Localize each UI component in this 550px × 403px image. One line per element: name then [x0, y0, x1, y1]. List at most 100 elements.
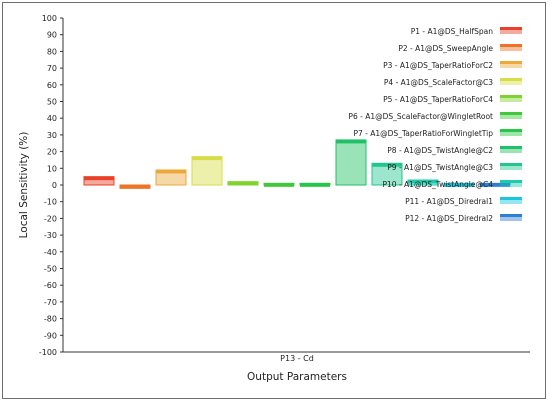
legend-swatch-cap [500, 27, 522, 30]
legend-swatch-cap [500, 197, 522, 200]
bar [335, 139, 367, 186]
legend-label: P12 - A1@DS_Diredral2 [405, 214, 493, 223]
legend-swatch [500, 95, 522, 102]
y-tick-label: 0 [52, 181, 57, 190]
y-tick-label: -60 [44, 281, 57, 290]
bar-group [443, 182, 475, 187]
legend-swatch-cap [500, 61, 522, 64]
bar-cap [336, 139, 366, 144]
bar-group [227, 181, 259, 186]
legend-swatch-cap [500, 180, 522, 183]
y-tick-label: -50 [44, 265, 57, 274]
axes: -100-90-80-70-60-50-40-30-20-10010203040… [39, 14, 530, 357]
y-tick-label: -90 [44, 331, 57, 340]
y-tick-label: 60 [47, 81, 57, 90]
bar-cap [480, 183, 510, 187]
legend-label: P1 - A1@DS_HalfSpan [411, 27, 494, 36]
legend-swatch [500, 197, 522, 204]
bar-group [119, 184, 151, 189]
bar-group [263, 182, 295, 187]
bar-group [83, 176, 115, 186]
legend-swatch-cap [500, 95, 522, 98]
sensitivity-bar-chart: -100-90-80-70-60-50-40-30-20-10010203040… [18, 14, 530, 383]
y-tick-label: 30 [47, 131, 57, 140]
y-tick-label: -40 [44, 248, 57, 257]
legend-swatch-cap [500, 44, 522, 47]
legend-label: P9 - A1@DS_TwistAngle@C3 [387, 163, 493, 172]
legend-item: P5 - A1@DS_TaperRatioForC4 [383, 95, 522, 104]
legend-swatch [500, 61, 522, 68]
legend-label: P10 - A1@DS_TwistAngle@C4 [383, 180, 494, 189]
legend-label: P8 - A1@DS_TwistAngle@C2 [387, 146, 493, 155]
bar [191, 156, 223, 186]
y-tick-label: -30 [44, 231, 57, 240]
legend-item: P6 - A1@DS_ScaleFactor@WingletRoot [348, 112, 522, 121]
bar-group [371, 162, 403, 186]
legend-label: P11 - A1@DS_Diredral1 [405, 197, 493, 206]
bar-cap [264, 183, 294, 187]
legend-item: P8 - A1@DS_TwistAngle@C2 [387, 146, 522, 155]
y-tick-label: 70 [47, 64, 57, 73]
bar-cap [120, 184, 150, 189]
legend-item: P11 - A1@DS_Diredral1 [405, 197, 522, 206]
legend-swatch-cap [500, 78, 522, 81]
y-tick-label: 90 [47, 31, 57, 40]
legend-swatch [500, 180, 522, 187]
y-tick-label: -80 [44, 315, 57, 324]
bar-cap [300, 183, 330, 187]
legend-item: P2 - A1@DS_SweepAngle [398, 44, 522, 53]
legend-item: P10 - A1@DS_TwistAngle@C4 [383, 180, 522, 189]
legend-swatch-cap [500, 214, 522, 217]
legend-label: P2 - A1@DS_SweepAngle [398, 44, 493, 53]
bar-cap [84, 176, 114, 181]
bar-group [479, 182, 511, 187]
bars [83, 139, 511, 189]
chart-frame: -100 -90 -80 -70 -60 -50 -40 -30 -20 -10 0 10 20 30 40… [2, 2, 546, 399]
legend-swatch-cap [500, 146, 522, 149]
legend-label: P6 - A1@DS_ScaleFactor@WingletRoot [348, 112, 493, 121]
y-tick-label: 10 [47, 164, 57, 173]
legend-swatch [500, 163, 522, 170]
bar-cap [408, 179, 438, 184]
legend-swatch [500, 129, 522, 136]
bar-group [191, 156, 223, 186]
bar-cap [192, 156, 222, 161]
y-tick-label: -70 [44, 298, 57, 307]
y-tick-label: 100 [42, 14, 57, 23]
x-axis-label: Output Parameters [247, 371, 347, 383]
bar-group [407, 179, 439, 186]
y-tick-label: 50 [47, 98, 57, 107]
legend-swatch [500, 214, 522, 221]
legend-label: P5 - A1@DS_TaperRatioForC4 [383, 95, 493, 104]
legend-swatch [500, 112, 522, 119]
legend-item: P3 - A1@DS_TaperRatioForC2 [383, 61, 522, 70]
legend-swatch [500, 146, 522, 153]
legend-label: P3 - A1@DS_TaperRatioForC2 [383, 61, 493, 70]
legend-item: P9 - A1@DS_TwistAngle@C3 [387, 163, 522, 172]
y-axis-label: Local Sensitivity (%) [18, 132, 30, 239]
legend-label: P7 - A1@DS_TaperRatioForWingletTip [353, 129, 493, 138]
legend-swatch-cap [500, 112, 522, 115]
y-tick-label: 80 [47, 47, 57, 56]
legend: P1 - A1@DS_HalfSpan P2 - A1@DS_SweepAngle… [348, 27, 522, 223]
legend-item: P1 - A1@DS_HalfSpan [411, 27, 522, 36]
y-tick-label: 20 [47, 148, 57, 157]
y-tick-label: -10 [44, 198, 57, 207]
legend-item: P7 - A1@DS_TaperRatioForWingletTip [353, 129, 522, 138]
bar-cap [372, 163, 402, 167]
legend-item: P4 - A1@DS_ScaleFactor@C3 [384, 78, 522, 87]
legend-swatch-cap [500, 163, 522, 166]
y-tick-label: -20 [44, 214, 57, 223]
bar-group [299, 182, 331, 187]
legend-swatch [500, 78, 522, 85]
category-label: P13 - Cd [280, 354, 314, 363]
bar-cap [156, 169, 186, 174]
bar-group [155, 169, 187, 186]
y-tick-label: -100 [39, 348, 57, 357]
legend-swatch [500, 27, 522, 34]
legend-label: P4 - A1@DS_ScaleFactor@C3 [384, 78, 493, 87]
legend-swatch-cap [500, 129, 522, 132]
legend-swatch [500, 44, 522, 51]
y-tick-label: 40 [47, 114, 57, 123]
legend-item: P12 - A1@DS_Diredral2 [405, 214, 522, 223]
